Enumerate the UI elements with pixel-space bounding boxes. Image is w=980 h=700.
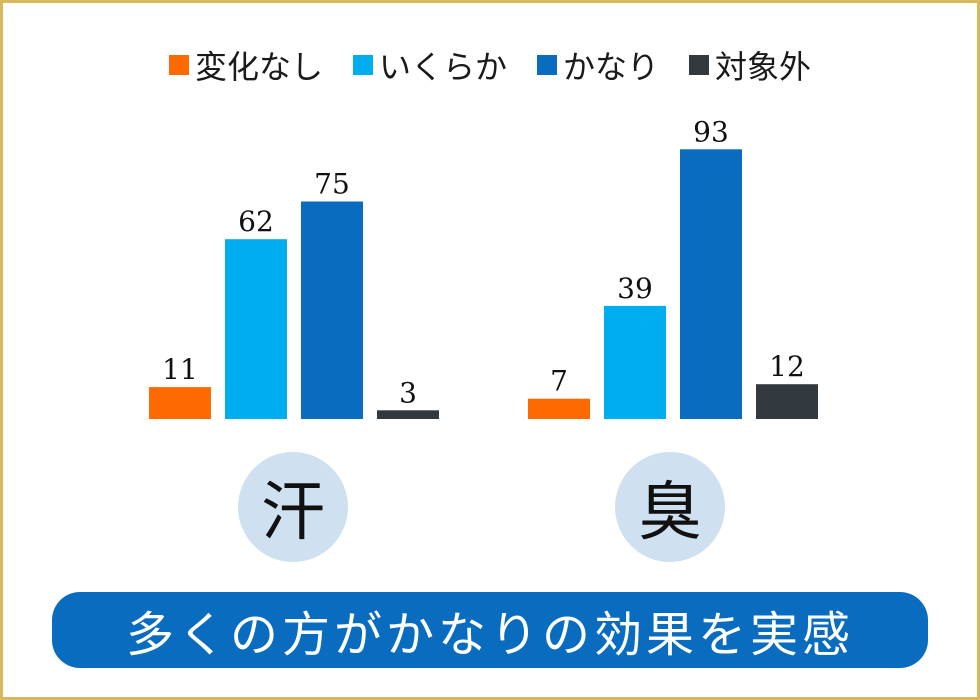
legend-swatch <box>689 55 710 75</box>
legend-item-no-change: 変化なし <box>168 42 323 88</box>
legend-item-considerably: かなり <box>537 42 659 88</box>
category-label-sweat: 汗 <box>238 452 348 562</box>
bar-1-1 <box>604 305 666 419</box>
legend-swatch <box>168 55 189 75</box>
bar-1-0 <box>528 398 590 419</box>
legend-swatch <box>537 55 557 75</box>
bar-1-2 <box>680 149 742 420</box>
legend-item-somewhat: いくらか <box>352 42 507 88</box>
legend-label: いくらか <box>378 48 507 86</box>
data-label: 11 <box>162 353 198 386</box>
data-label: 7 <box>550 365 568 398</box>
data-label: 3 <box>399 376 417 409</box>
data-label: 39 <box>617 272 653 305</box>
bar-0-2 <box>301 201 363 419</box>
legend-item-not-applicable: 対象外 <box>689 42 811 88</box>
data-label: 75 <box>314 168 350 201</box>
category-label-odor: 臭 <box>615 452 725 562</box>
data-label: 62 <box>238 205 274 238</box>
bar-0-1 <box>225 239 287 419</box>
legend-label: 対象外 <box>715 48 812 86</box>
summary-banner: 多くの方がかなりの効果を実感 <box>52 592 928 668</box>
legend-label: かなり <box>563 48 660 86</box>
legend: 変化なし いくらか かなり 対象外 <box>0 42 980 88</box>
data-label: 93 <box>693 115 729 148</box>
bar-1-3 <box>756 384 818 419</box>
legend-label: 変化なし <box>194 48 323 86</box>
banner-text: 多くの方がかなりの効果を実感 <box>125 607 854 663</box>
legend-swatch <box>352 55 373 75</box>
data-label: 12 <box>769 350 805 383</box>
bar-0-3 <box>377 410 439 419</box>
bar-0-0 <box>149 387 211 419</box>
